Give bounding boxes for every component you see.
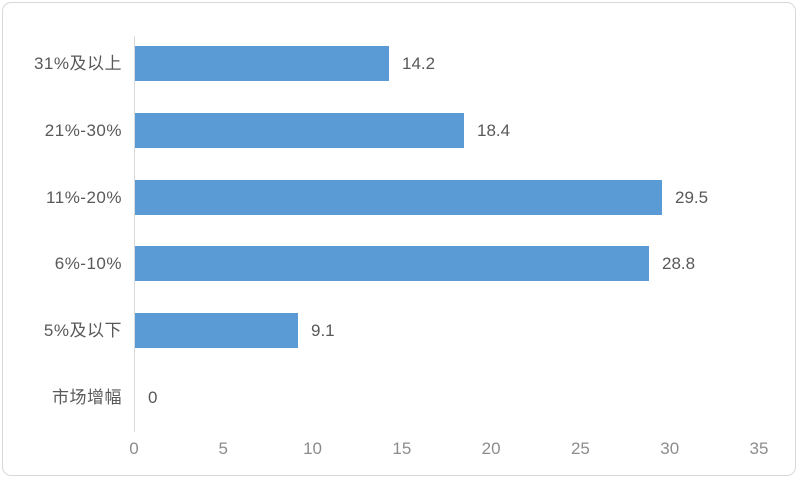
category-label: 市场增幅 [52,388,122,407]
bar [135,113,464,148]
value-label: 29.5 [675,188,709,207]
x-tick-label: 0 [129,439,139,458]
y-axis-line [134,36,135,432]
value-label: 0 [148,388,158,407]
x-tick-label: 25 [570,439,590,458]
value-label: 28.8 [662,254,696,273]
x-tick-label: 15 [392,439,412,458]
x-tick-label: 10 [303,439,323,458]
bar [135,180,662,215]
value-label: 9.1 [311,321,335,340]
category-label: 31%及以上 [33,54,122,73]
bar [135,46,389,81]
category-label: 21%-30% [44,121,122,140]
x-tick-label: 20 [481,439,501,458]
category-label: 6%-10% [54,254,122,273]
value-label: 18.4 [477,121,511,140]
x-tick-label: 5 [218,439,229,458]
x-tick-label: 30 [660,439,680,458]
x-tick-label: 35 [749,439,769,458]
bar [135,246,649,281]
bar-chart: 31%及以上 14.2 21%-30% 18.4 11%-20% 29.5 6%-10% 28… [3,3,795,475]
value-label: 14.2 [402,54,436,73]
category-label: 5%及以下 [43,321,122,340]
bar [135,313,298,348]
category-label: 11%-20% [46,188,122,207]
